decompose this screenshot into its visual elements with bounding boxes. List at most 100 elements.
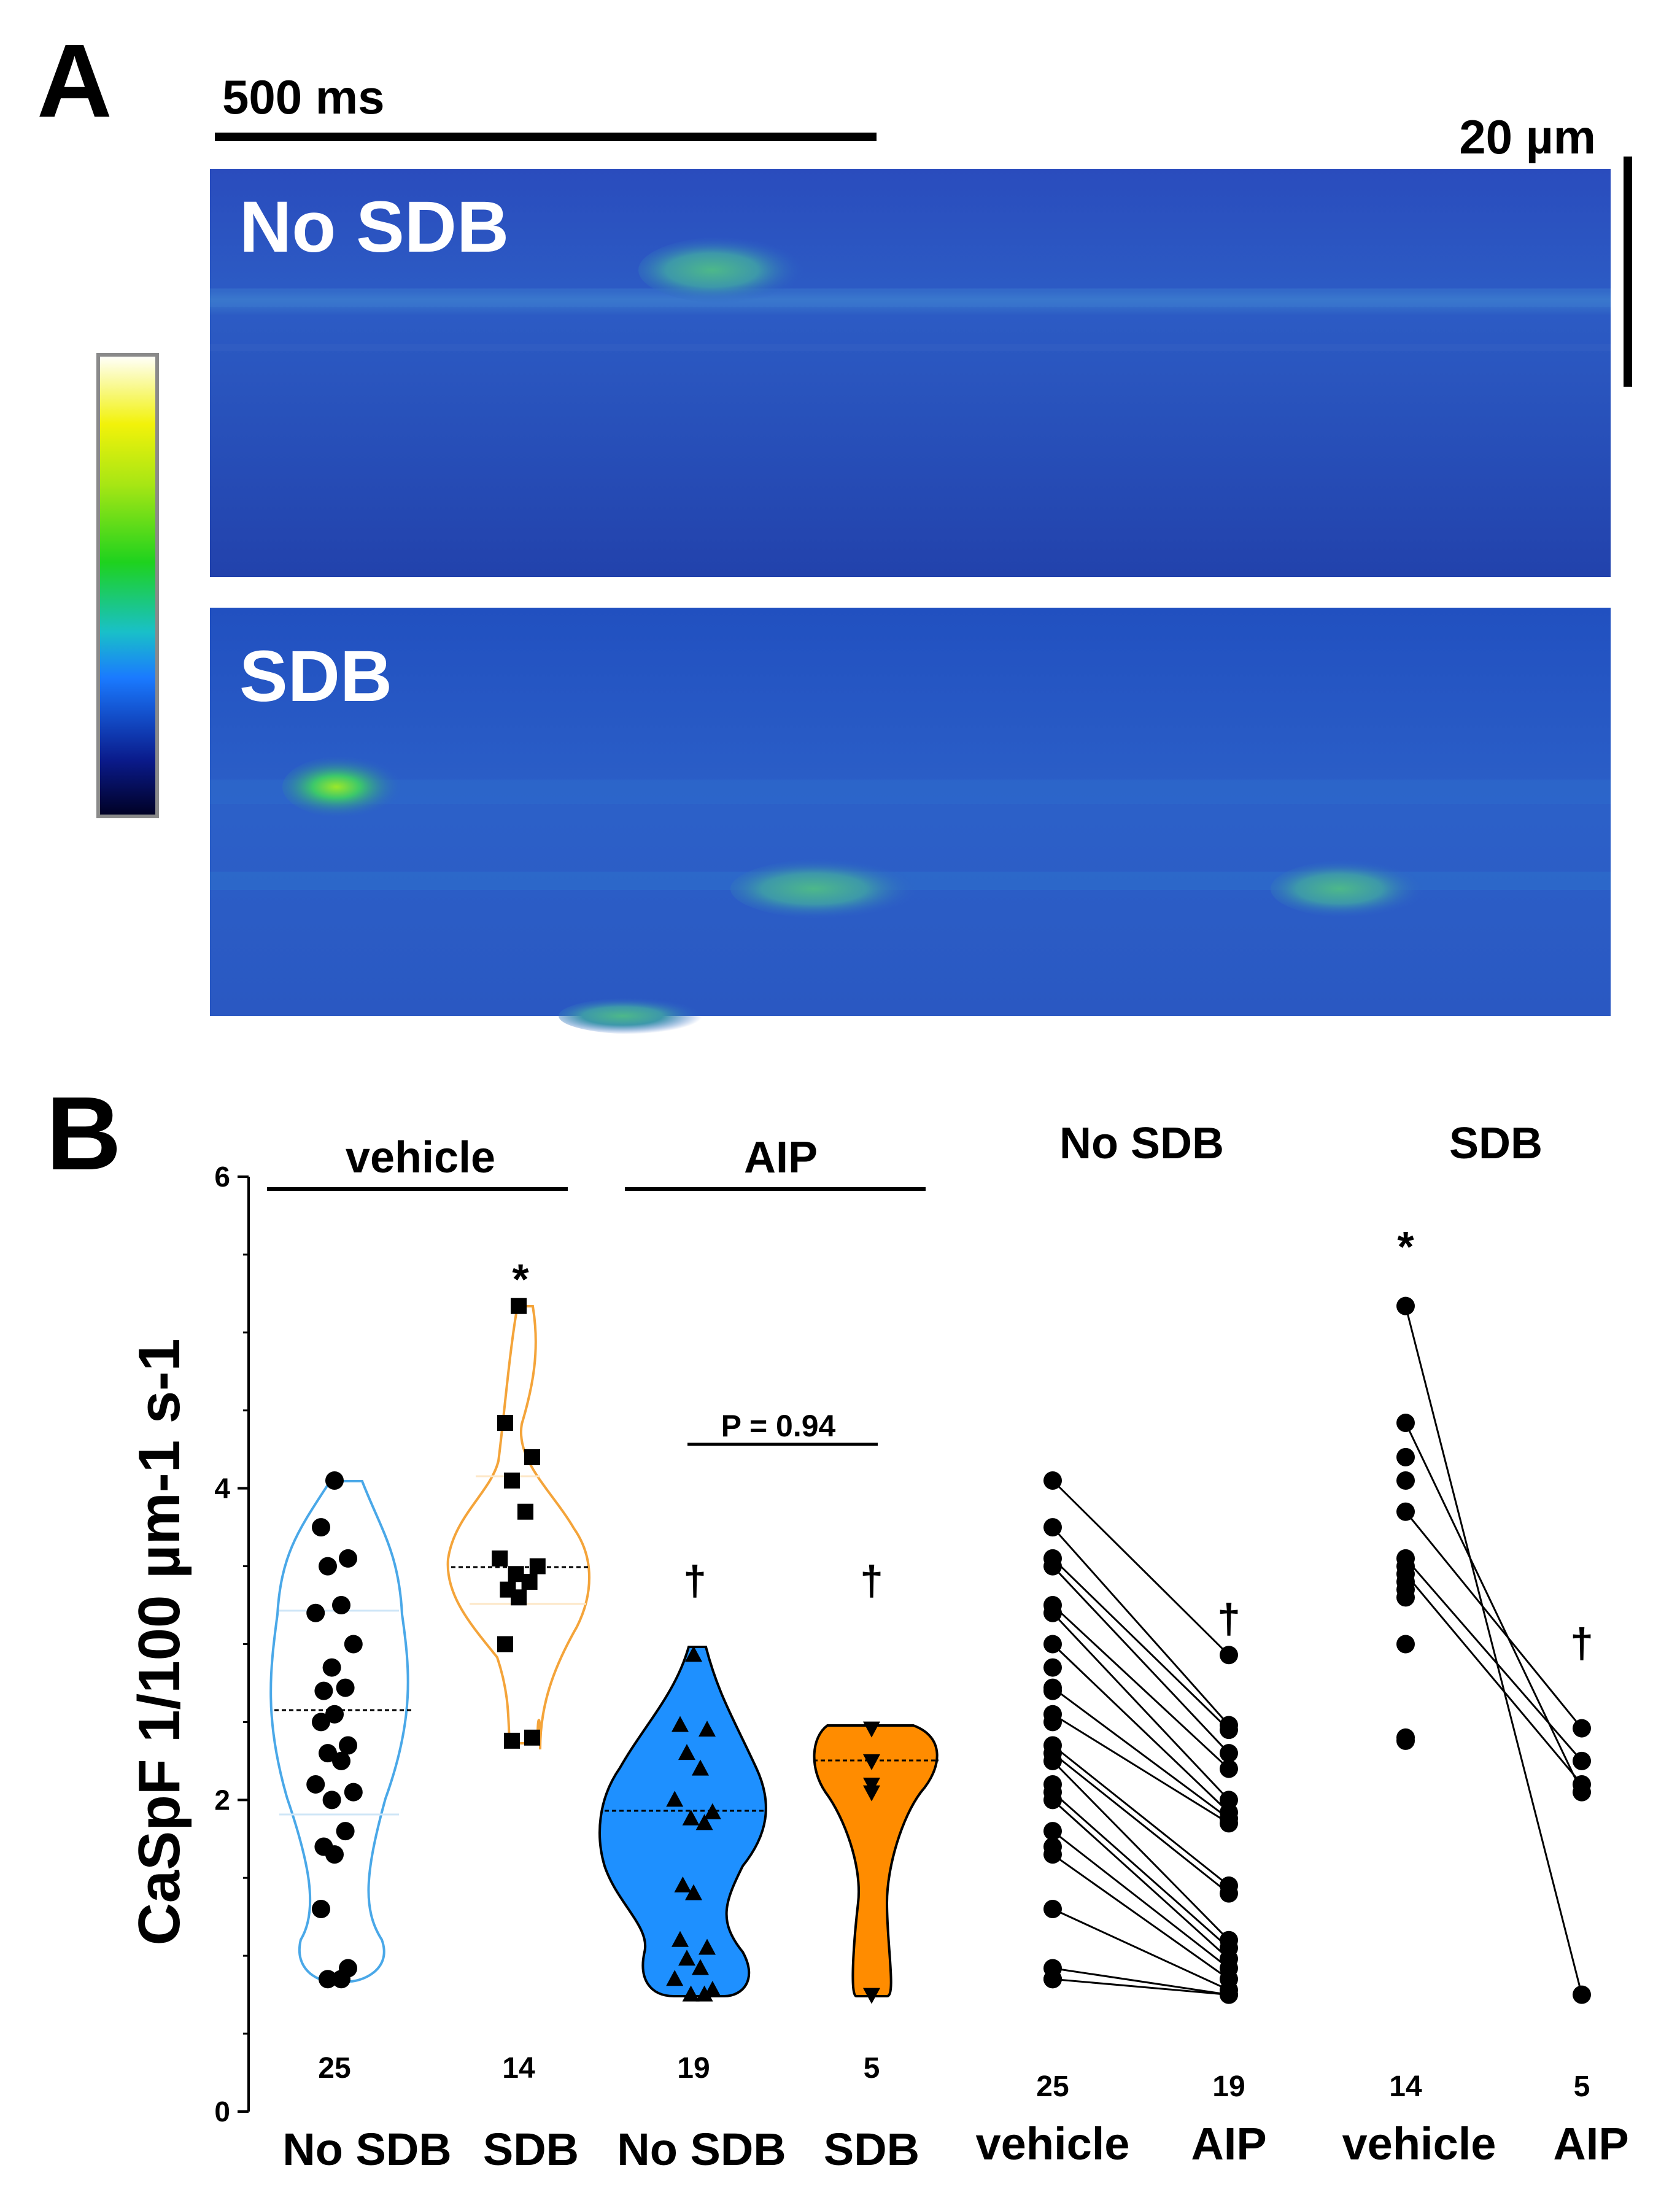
- n-vehicle-sdb: 14: [502, 2052, 535, 2085]
- header-paired-sdb: SDB: [1449, 1119, 1543, 1168]
- data-point: [504, 1472, 520, 1489]
- paired-point: [1043, 1713, 1062, 1732]
- xlabel-sdb-2: SDB: [824, 2124, 919, 2175]
- data-point: [511, 1298, 527, 1314]
- data-point: [674, 1876, 692, 1892]
- paired-point: [1573, 1751, 1591, 1770]
- paired-point: [1396, 1296, 1415, 1315]
- pair-line: [1404, 1511, 1583, 1729]
- data-point: [517, 1503, 533, 1520]
- linescan-image-sdb: SDB: [210, 608, 1611, 1034]
- paired-point: [1043, 1791, 1062, 1810]
- paired-point: [1573, 1985, 1591, 2004]
- data-point: [319, 1744, 337, 1763]
- data-point: [325, 1705, 344, 1724]
- paired-point: [1220, 1814, 1238, 1833]
- paired-point: [1573, 1719, 1591, 1738]
- data-point: [524, 1729, 540, 1746]
- paired-point: [1043, 1900, 1062, 1919]
- xlabel-paired-aip-1: AIP: [1191, 2118, 1266, 2169]
- pair-line: [1052, 1752, 1229, 1894]
- paired-point: [1043, 1681, 1062, 1700]
- paired-point: [1043, 1837, 1062, 1856]
- data-point: [344, 1635, 363, 1654]
- paired-point: [1396, 1635, 1415, 1654]
- data-point: [521, 1573, 538, 1590]
- n-aip-no-sdb: 19: [677, 2052, 710, 2085]
- pair-line: [1404, 1422, 1583, 1793]
- data-point: [692, 1959, 709, 1975]
- xlabel-paired-aip-2: AIP: [1553, 2118, 1628, 2169]
- pair-line: [1404, 1557, 1583, 1762]
- paired-point: [1043, 1658, 1062, 1677]
- intensity-colorbar: [96, 353, 159, 818]
- image-label-no-sdb: No SDB: [239, 187, 509, 268]
- data-point: [336, 1822, 355, 1841]
- panel-b-label: B: [46, 1075, 122, 1192]
- paired-point: [1396, 1557, 1415, 1576]
- data-point: [344, 1783, 363, 1802]
- data-point: [699, 1938, 716, 1955]
- n-paired-sdb-aip: 5: [1574, 2070, 1590, 2103]
- data-point: [332, 1596, 350, 1615]
- data-point: [863, 1785, 880, 1802]
- n-paired-no-sdb-vehicle: 25: [1036, 2070, 1069, 2103]
- xlabel-paired-vehicle-1: vehicle: [976, 2118, 1130, 2169]
- data-point: [524, 1449, 540, 1465]
- data-point: [325, 1845, 344, 1864]
- xlabel-no-sdb-1: No SDB: [282, 2124, 451, 2175]
- data-point: [672, 1930, 689, 1947]
- pair-line: [1051, 1479, 1230, 1656]
- paired-point: [1396, 1471, 1415, 1490]
- data-point: [306, 1603, 325, 1622]
- pair-line: [1052, 1908, 1229, 1991]
- data-point: [314, 1681, 333, 1700]
- data-point: [666, 1970, 684, 1986]
- data-point: [312, 1518, 330, 1537]
- data-point: [695, 1985, 713, 2002]
- pair-line: [1052, 1978, 1229, 1996]
- xlabel-no-sdb-2: No SDB: [617, 2124, 786, 2175]
- data-point: [508, 1566, 524, 1582]
- data-point: [332, 1751, 350, 1770]
- violin-aip-no-sdb: [598, 1646, 767, 1997]
- data-point: [863, 1721, 880, 1738]
- violin-vehicle-sdb: [446, 1305, 590, 1750]
- data-point: [492, 1550, 508, 1566]
- star-paired-sdb: *: [1397, 1223, 1414, 1271]
- n-paired-sdb-vehicle: 14: [1389, 2070, 1422, 2103]
- paired-point: [1043, 1557, 1062, 1576]
- n-aip-sdb: 5: [864, 2052, 880, 2085]
- pair-line: [1051, 1604, 1230, 1770]
- pair-line: [1052, 1967, 1229, 1996]
- xlabel-paired-vehicle-2: vehicle: [1342, 2118, 1496, 2169]
- paired-point: [1220, 1884, 1238, 1903]
- data-point: [678, 1950, 695, 1966]
- header-aip: AIP: [744, 1133, 818, 1182]
- data-point: [863, 1754, 880, 1770]
- data-point: [695, 1814, 713, 1830]
- pair-line: [1052, 1791, 1229, 1949]
- paired-point: [1396, 1414, 1415, 1433]
- y-tick-label: 6: [214, 1161, 230, 1193]
- pair-line: [1404, 1573, 1583, 1785]
- paired-point: [1043, 1471, 1062, 1490]
- data-point: [682, 1985, 700, 2002]
- pair-line: [1052, 1830, 1229, 1969]
- data-point: [319, 1557, 337, 1576]
- violin-aip-sdb: [813, 1724, 939, 1997]
- paired-point: [1396, 1502, 1415, 1521]
- y-tick-label: 2: [214, 1784, 230, 1816]
- dagger-paired-no-sdb: †: [1217, 1595, 1241, 1642]
- linescan-image-no-sdb: No SDB: [210, 169, 1611, 577]
- paired-point: [1043, 1775, 1062, 1794]
- pair-line: [1052, 1853, 1229, 1980]
- pair-line: [1051, 1760, 1230, 1941]
- dagger-aip-no-sdb: †: [683, 1557, 706, 1604]
- header-vehicle: vehicle: [346, 1133, 495, 1182]
- pair-line: [1051, 1612, 1230, 1801]
- data-point: [504, 1732, 520, 1749]
- paired-point: [1043, 1751, 1062, 1770]
- paired-point: [1043, 1518, 1062, 1537]
- data-point: [312, 1900, 330, 1919]
